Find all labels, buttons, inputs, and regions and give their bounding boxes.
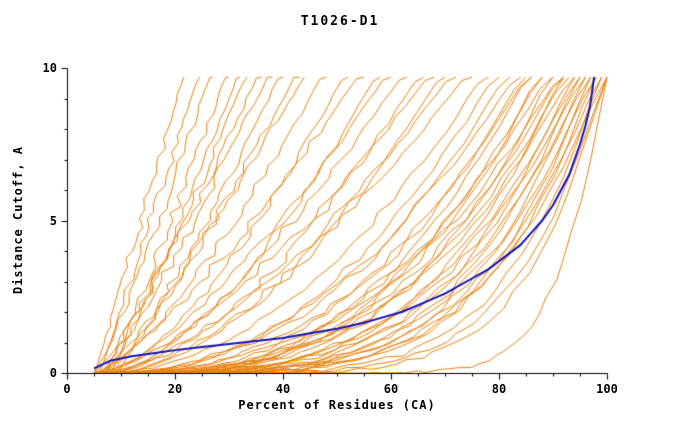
x-axis-label: Percent of Residues (CA) xyxy=(238,398,436,412)
x-tick-label: 0 xyxy=(63,382,71,396)
x-tick-label: 20 xyxy=(167,382,183,396)
y-tick-label: 5 xyxy=(49,213,57,228)
y-tick-label: 0 xyxy=(49,366,57,380)
x-tick-label: 60 xyxy=(383,382,399,396)
y-axis-label: Distance Cutoff, A xyxy=(11,145,25,295)
x-tick-label: 100 xyxy=(596,382,618,396)
y-tick-label: 10 xyxy=(42,61,57,75)
chart-title: T1026-D1 xyxy=(300,14,380,29)
x-tick-label: 80 xyxy=(491,382,507,396)
x-tick-label: 40 xyxy=(275,382,291,396)
